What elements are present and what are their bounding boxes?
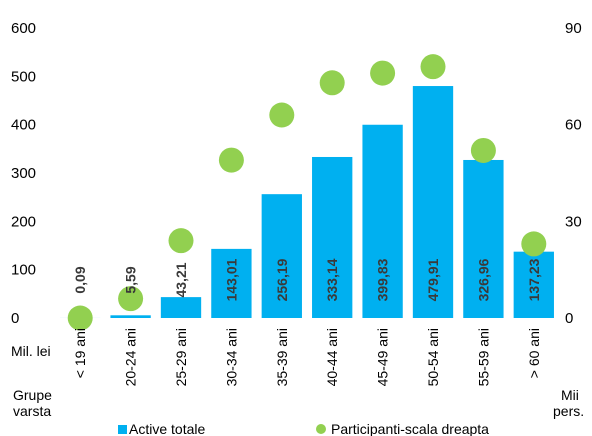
dot-participanti (218, 147, 244, 173)
x-category-label: > 60 ani (526, 328, 542, 378)
legend-label-active-totale: Active totale (129, 421, 205, 436)
x-axis-label-line-2: varsta (13, 403, 51, 419)
y-left-tick-label: 100 (11, 262, 36, 279)
x-category-label: 40-44 ani (324, 328, 340, 386)
y-left-tick-label: 400 (11, 117, 36, 134)
dot-participanti (470, 137, 496, 163)
bar-data-label: 43,21 (173, 262, 189, 297)
y-right-tick-label: 90 (565, 20, 582, 37)
x-category-label: 50-54 ani (425, 328, 441, 386)
y-right-unit-label-line-1: Mii (561, 387, 579, 403)
dot-participanti (168, 228, 194, 254)
y-left-tick-label: 300 (11, 165, 36, 182)
bar-active-totale (261, 194, 302, 318)
bar-data-label: 143,01 (223, 258, 239, 301)
dot-participanti (370, 60, 396, 86)
bar-active-totale (513, 251, 554, 318)
y-right-tick-label: 30 (565, 213, 582, 230)
x-category-label: 30-34 ani (223, 328, 239, 386)
y-left-tick-label: 500 (11, 68, 36, 85)
bar-data-label: 479,91 (425, 258, 441, 301)
bar-data-label: 137,23 (526, 258, 542, 301)
bar-active-totale (312, 156, 353, 318)
bar-data-label: 0,09 (72, 266, 88, 293)
dot-participanti (67, 305, 93, 331)
x-category-label: 55-59 ani (475, 328, 491, 386)
y-right-tick-label: 60 (565, 117, 582, 134)
y-left-unit-label: Mil. lei (11, 343, 51, 359)
bar-data-label: 333,14 (324, 258, 340, 301)
x-category-label: 45-49 ani (375, 328, 391, 386)
legend-label-participanti: Participanti-scala dreapta (331, 421, 489, 436)
bar-data-label: 399,83 (375, 258, 391, 301)
x-category-label: 20-24 ani (123, 328, 139, 386)
legend: Active totale Participanti-scala dreapta (118, 421, 489, 436)
y-right-tick-label: 0 (565, 310, 573, 327)
y-left-tick-label: 600 (11, 20, 36, 37)
bar-data-label: 256,19 (274, 258, 290, 301)
bar-active-totale (110, 315, 151, 318)
y-left-tick-label: 200 (11, 213, 36, 230)
x-category-label: < 19 ani (72, 328, 88, 378)
bar-active-totale (160, 297, 202, 318)
bar-active-totale (362, 124, 403, 318)
legend-swatch-active-totale (118, 425, 127, 434)
x-category-label: 25-29 ani (173, 328, 189, 386)
y-left-tick-label: 0 (11, 310, 19, 327)
dot-participanti (269, 102, 295, 128)
x-category-label: 35-39 ani (274, 328, 290, 386)
dot-participanti (420, 54, 446, 80)
bar-data-label: 326,96 (475, 258, 491, 301)
x-axis-label-line-1: Grupe (13, 387, 52, 403)
dot-participanti (319, 70, 345, 96)
dot-participanti (521, 231, 547, 257)
y-right-unit-label-line-2: pers. (553, 403, 584, 419)
bar-active-totale (463, 159, 504, 318)
bar-data-label: 5,59 (123, 266, 139, 293)
bar-active-totale (211, 248, 252, 318)
legend-swatch-participanti (316, 424, 326, 434)
dot-participanti (118, 286, 144, 312)
bar-active-totale (412, 86, 454, 318)
